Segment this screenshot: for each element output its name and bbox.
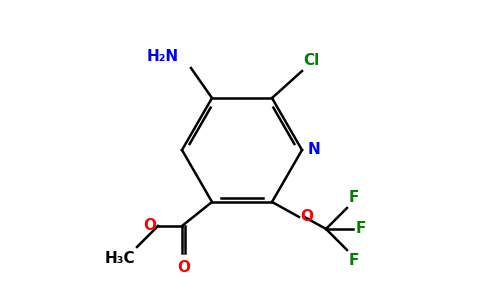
Text: O: O: [143, 218, 156, 233]
Text: F: F: [356, 221, 366, 236]
Text: O: O: [177, 260, 190, 275]
Text: O: O: [301, 209, 314, 224]
Text: N: N: [307, 142, 320, 158]
Text: F: F: [348, 253, 359, 268]
Text: F: F: [348, 190, 359, 205]
Text: Cl: Cl: [303, 53, 320, 68]
Text: H₃C: H₃C: [105, 251, 136, 266]
Text: H₂N: H₂N: [147, 49, 179, 64]
